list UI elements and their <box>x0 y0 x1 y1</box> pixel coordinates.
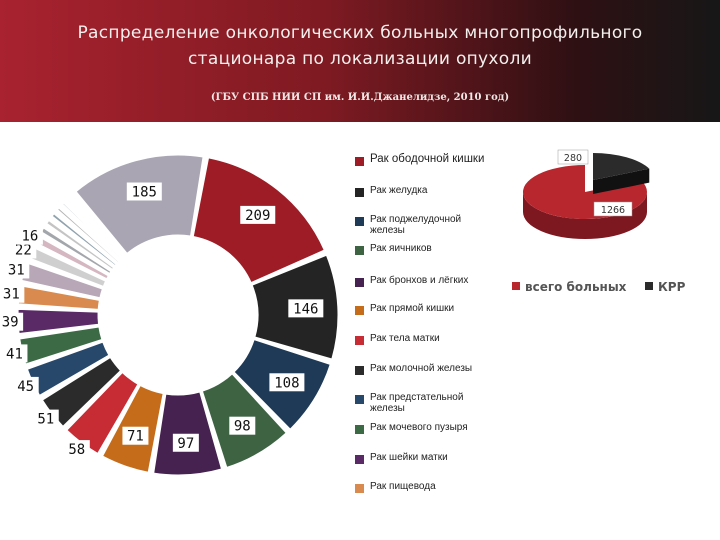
data-label: 209 <box>240 205 276 224</box>
data-label: 98 <box>229 416 256 435</box>
chart-subtitle: (ГБУ СПБ НИИ СП им. И.И.Джанелидзе, 2010… <box>210 92 510 103</box>
svg-text:108: 108 <box>274 375 299 391</box>
data-label: 146 <box>288 299 324 318</box>
doughnut-slice <box>51 213 117 267</box>
pie-slice-side <box>593 168 650 194</box>
data-label: 51 <box>32 409 59 428</box>
legend-swatch <box>355 306 364 315</box>
doughnut-slice <box>66 198 124 258</box>
legend-swatch <box>355 366 364 375</box>
svg-text:1266: 1266 <box>601 205 625 216</box>
data-label: 22 <box>10 240 37 259</box>
svg-text:22: 22 <box>15 242 32 258</box>
legend-item: КРР <box>645 280 685 294</box>
legend-label: Рак яичников <box>370 243 432 254</box>
legend-swatch <box>645 282 653 290</box>
legend-swatch <box>355 425 364 434</box>
chart-title-line-2: стационара по локализации опухоли <box>188 49 532 69</box>
legend-swatch <box>355 336 364 345</box>
doughnut-slice <box>153 391 223 476</box>
legend-label: Рак бронхов и лёгких <box>370 275 469 286</box>
legend-label: Рак поджелудочной железы <box>370 214 462 236</box>
svg-text:41: 41 <box>6 346 23 362</box>
svg-text:31: 31 <box>8 262 25 278</box>
data-label: 58 <box>63 440 90 459</box>
doughnut-slice <box>75 154 204 255</box>
data-label: 39 <box>0 312 24 331</box>
pie-slice <box>593 153 650 180</box>
legend-item: всего больных <box>512 280 626 294</box>
svg-text:16: 16 <box>21 229 38 245</box>
legend-label: Рак пищевода <box>370 481 436 492</box>
svg-text:58: 58 <box>68 442 85 458</box>
legend-swatch <box>355 188 364 197</box>
data-label: 185 <box>126 182 162 201</box>
svg-text:209: 209 <box>245 208 270 224</box>
title-banner: Распределение онкологических больных мно… <box>0 0 720 122</box>
legend-swatch <box>355 246 364 255</box>
legend-label: Рак ободочной кишки <box>370 153 485 165</box>
doughnut-slice <box>46 219 115 270</box>
legend-label: Рак мочевого пузыря <box>370 422 468 433</box>
legend-label: Рак молочной железы <box>370 363 473 374</box>
legend-label: Рак шейки матки <box>370 452 448 463</box>
legend-swatch <box>355 157 364 166</box>
legend-label: всего больных <box>525 280 627 294</box>
legend-label: Рак тела матки <box>370 333 440 344</box>
svg-text:39: 39 <box>2 315 19 331</box>
legend-label: Рак прямой кишки <box>370 303 455 314</box>
svg-text:51: 51 <box>37 412 54 428</box>
legend-swatch <box>355 484 364 493</box>
doughnut-slice <box>62 202 122 261</box>
data-label: 108 <box>269 373 305 392</box>
pie-slice-side <box>523 192 647 239</box>
legend-swatch <box>355 217 364 226</box>
svg-text:31: 31 <box>3 287 20 303</box>
data-label: 31 <box>3 260 30 279</box>
doughnut-slice <box>56 207 120 264</box>
svg-text:280: 280 <box>564 153 582 164</box>
svg-text:71: 71 <box>127 429 144 445</box>
svg-text:146: 146 <box>293 301 318 317</box>
data-label: 45 <box>12 376 39 395</box>
data-label: 1266 <box>593 201 633 217</box>
data-label: 97 <box>172 433 199 452</box>
data-label: 280 <box>557 149 589 165</box>
data-label: 41 <box>1 344 28 363</box>
legend-swatch <box>355 278 364 287</box>
svg-text:45: 45 <box>17 379 34 395</box>
legend-label: Рак желудка <box>370 185 428 196</box>
svg-text:98: 98 <box>234 419 251 435</box>
svg-text:97: 97 <box>177 436 194 452</box>
doughnut-slice <box>71 194 126 256</box>
svg-text:185: 185 <box>132 185 157 201</box>
legend-swatch <box>355 455 364 464</box>
legend-swatch <box>355 395 364 404</box>
legend-label: КРР <box>658 280 686 294</box>
data-label: 71 <box>122 426 149 445</box>
legend-swatch <box>512 282 520 290</box>
legend-label: Рак предстательной железы <box>370 392 464 414</box>
data-label: 31 <box>0 284 25 303</box>
chart-title-line-1: Распределение онкологических больных мно… <box>77 23 643 43</box>
data-label: 16 <box>16 226 43 245</box>
